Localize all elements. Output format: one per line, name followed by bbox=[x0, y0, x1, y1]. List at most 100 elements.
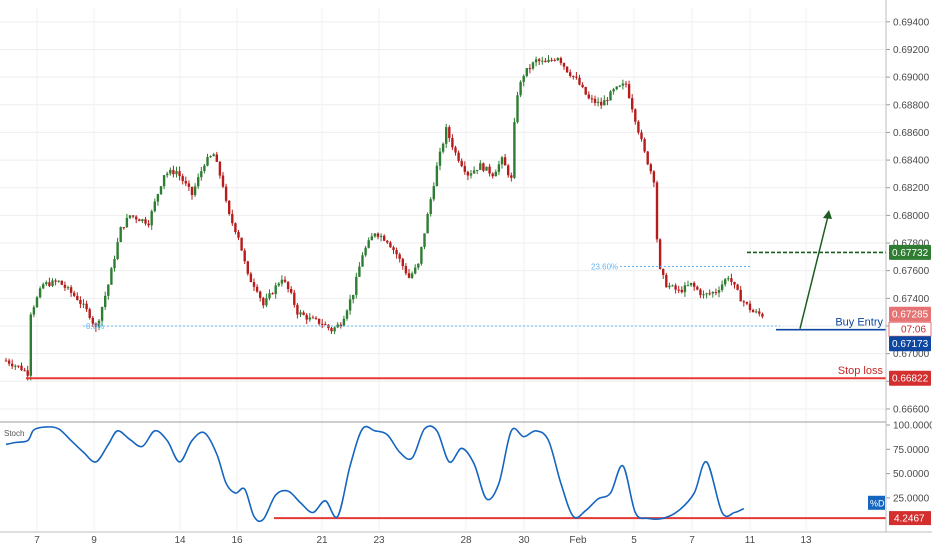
candle-body bbox=[472, 170, 476, 174]
candle-body bbox=[246, 261, 249, 274]
candle-body bbox=[410, 273, 414, 278]
trade-overlays: 23.60% 0.0% Buy Entry Stop loss bbox=[26, 210, 886, 380]
candle-body bbox=[621, 83, 625, 86]
candle-body bbox=[262, 297, 265, 306]
candle-body bbox=[361, 255, 364, 267]
candle-body bbox=[311, 317, 315, 319]
candle-body bbox=[97, 320, 101, 328]
candle-body bbox=[624, 83, 628, 85]
stoch-tick-label: 75.0000 bbox=[893, 445, 930, 456]
candle-body bbox=[693, 282, 696, 287]
candle-body bbox=[522, 75, 525, 82]
candle-body bbox=[280, 279, 284, 284]
candle-body bbox=[485, 166, 488, 171]
candle-body bbox=[717, 290, 721, 293]
candle-body bbox=[420, 246, 423, 264]
time-tick-label: 7 bbox=[34, 535, 40, 546]
candle-body bbox=[575, 76, 578, 78]
candle-body bbox=[445, 127, 448, 144]
candle-body bbox=[153, 201, 156, 212]
candle-body bbox=[57, 280, 60, 282]
candle-body bbox=[637, 121, 640, 133]
candle-body bbox=[100, 306, 104, 321]
candle-body bbox=[559, 57, 563, 64]
candle-body bbox=[51, 280, 54, 287]
candle-body bbox=[221, 175, 225, 187]
candle-body bbox=[435, 165, 439, 187]
candle-body bbox=[373, 233, 377, 237]
candle-body bbox=[590, 98, 594, 100]
candle-body bbox=[631, 98, 634, 110]
stop-loss-tag: 0.66822 bbox=[892, 374, 929, 385]
candle-body bbox=[689, 282, 693, 286]
candle-body bbox=[423, 233, 426, 247]
time-tick-label: 7 bbox=[689, 535, 695, 546]
candle-body bbox=[339, 324, 342, 327]
candle-body bbox=[110, 268, 113, 285]
stoch-title: Stoch bbox=[4, 429, 24, 438]
candle-body bbox=[432, 186, 435, 200]
candle-body bbox=[144, 219, 147, 224]
candle-body bbox=[469, 173, 473, 176]
candle-body bbox=[224, 186, 228, 201]
candle-body bbox=[609, 91, 612, 101]
candle-body bbox=[166, 173, 169, 176]
stoch-tick-label: 100.0000 bbox=[893, 421, 932, 432]
candle-body bbox=[91, 317, 94, 324]
candle-body bbox=[4, 360, 8, 362]
fib-label-bottom: 0.0% bbox=[86, 322, 104, 331]
candle-body bbox=[736, 284, 739, 290]
candle-body bbox=[627, 84, 631, 99]
time-tick-label: 30 bbox=[518, 535, 530, 546]
candle-body bbox=[745, 301, 749, 304]
stoch-panel: Stoch 100.0000 75.0000 50.0000 25.0000 bbox=[4, 421, 932, 523]
stop-loss-label: Stop loss bbox=[838, 365, 884, 377]
stoch-d-tag-bg bbox=[868, 495, 885, 510]
candle-body bbox=[696, 286, 699, 290]
candle-body bbox=[128, 215, 132, 218]
candle-body bbox=[193, 186, 197, 196]
candle-body bbox=[370, 236, 373, 241]
candle-body bbox=[538, 59, 541, 62]
candle-body bbox=[544, 60, 547, 63]
candle-body bbox=[135, 216, 138, 220]
time-tick-label: 28 bbox=[460, 535, 472, 546]
candle-body bbox=[66, 287, 70, 289]
projection-arrow bbox=[799, 215, 829, 329]
candle-body bbox=[283, 279, 287, 282]
candle-body bbox=[181, 176, 184, 182]
candle-body bbox=[429, 199, 432, 214]
candle-body bbox=[714, 292, 718, 294]
candle-body bbox=[724, 279, 727, 285]
candle-body bbox=[330, 328, 333, 332]
price-tick-label: 0.69400 bbox=[893, 17, 930, 28]
candle-body bbox=[541, 60, 544, 62]
candle-body bbox=[519, 81, 522, 96]
candle-body bbox=[708, 293, 711, 295]
candle-body bbox=[107, 284, 110, 296]
candle-body bbox=[665, 274, 668, 288]
candle-body bbox=[674, 285, 677, 290]
candle-body bbox=[525, 68, 528, 76]
stoch-d-tag: %D bbox=[870, 498, 885, 508]
candle-body bbox=[584, 87, 587, 95]
candle-body bbox=[184, 181, 187, 184]
candle-body bbox=[240, 237, 243, 251]
candles bbox=[4, 54, 764, 381]
time-tick-label: 21 bbox=[316, 535, 328, 546]
candle-body bbox=[618, 85, 621, 87]
candle-body bbox=[581, 84, 584, 88]
candle-body bbox=[85, 303, 88, 310]
candle-body bbox=[159, 186, 163, 195]
candle-body bbox=[358, 266, 361, 277]
candle-body bbox=[138, 219, 141, 222]
candle-body bbox=[479, 163, 482, 170]
candle-body bbox=[491, 173, 494, 177]
candle-body bbox=[119, 227, 122, 243]
candle-body bbox=[76, 295, 79, 300]
candle-body bbox=[14, 365, 17, 367]
candle-body bbox=[441, 143, 445, 152]
candle-body bbox=[454, 147, 457, 153]
candle-body bbox=[593, 98, 597, 103]
price-tick-label: 0.69200 bbox=[893, 45, 930, 56]
